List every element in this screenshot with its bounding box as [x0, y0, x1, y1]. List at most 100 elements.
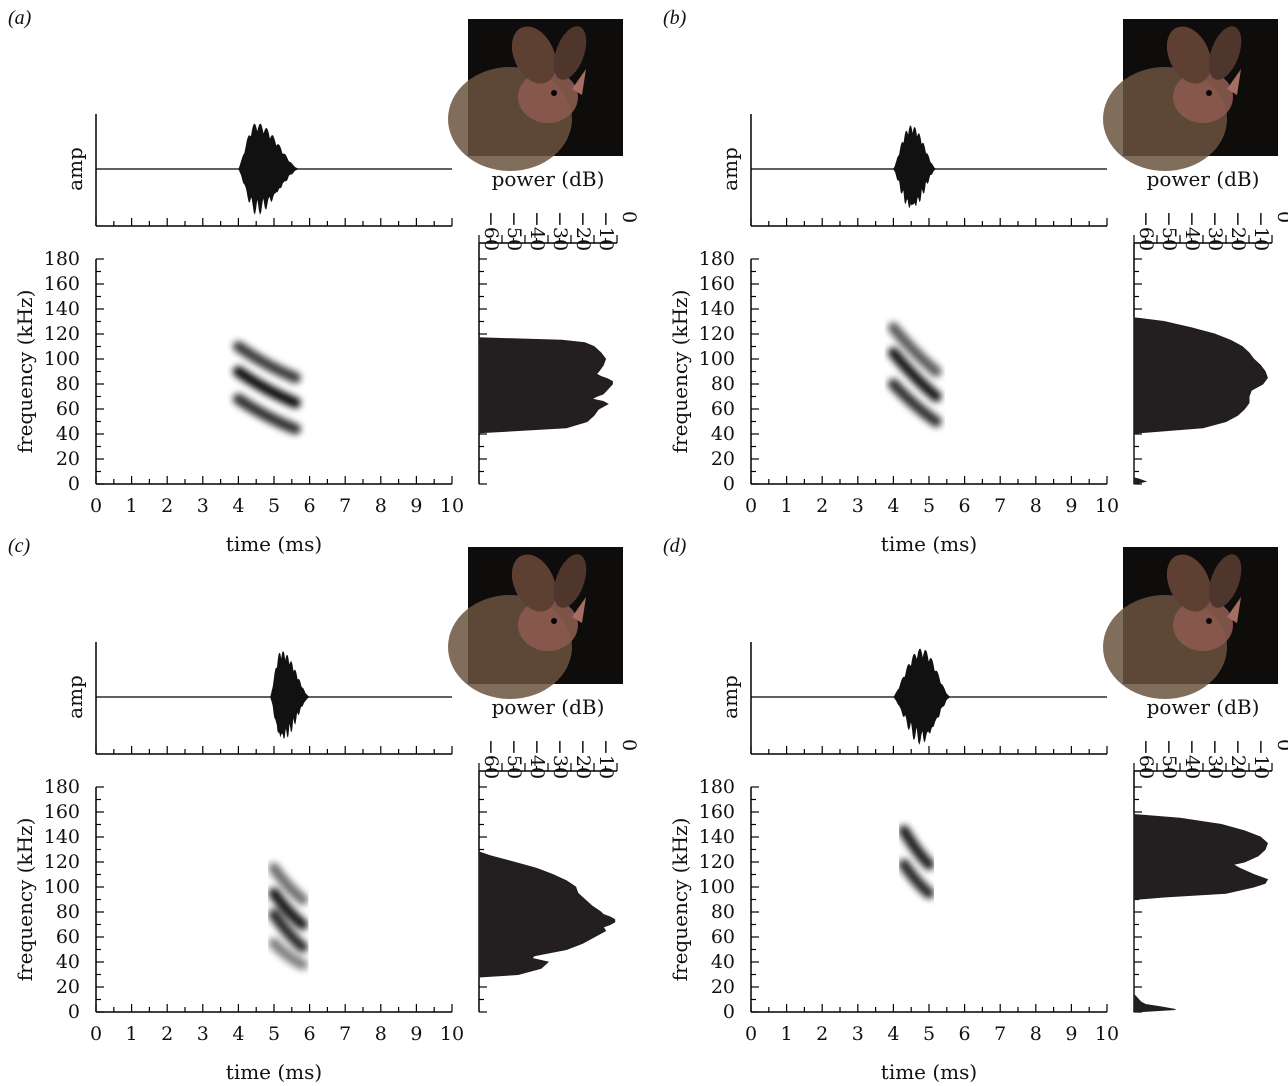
time-tick-label: 8: [1030, 495, 1042, 517]
time-tick-label: 2: [161, 1023, 173, 1045]
time-tick-label: 4: [232, 1023, 244, 1045]
power-tick-label: 0: [1273, 739, 1288, 751]
waveform-plot: amp: [718, 114, 1108, 227]
time-tick-label: 5: [268, 495, 280, 517]
power-spectrum-area: [1133, 813, 1269, 1013]
power-tick-label: 0: [1273, 211, 1288, 223]
frequency-tick-label: 100: [44, 876, 80, 898]
bat-eye: [1206, 618, 1212, 624]
frequency-tick-label: 40: [711, 951, 735, 973]
frequency-tick-label: 40: [56, 951, 80, 973]
bat-eye: [551, 90, 557, 96]
time-tick-label: 6: [959, 495, 971, 517]
bat-ear-left: [1166, 26, 1212, 84]
power-tick-label: −60: [480, 211, 502, 251]
time-tick-label: 1: [781, 1023, 793, 1045]
time-tick-label: 1: [126, 495, 138, 517]
time-tick-label: 5: [923, 495, 935, 517]
frequency-tick-label: 20: [711, 976, 735, 998]
power-tick-label: −20: [1227, 211, 1249, 251]
power-tick-label: 0: [618, 211, 640, 223]
time-tick-label: 7: [994, 495, 1006, 517]
panel-b: (b) amp 0 1 2 3 4 5 6 7 8 9 10 time (ms) 0 20 40 60 80 100 1…: [663, 7, 1288, 556]
waveform-plot: amp: [63, 642, 453, 755]
time-tick-label: 5: [923, 1023, 935, 1045]
amp-label: amp: [718, 147, 742, 191]
panel-letter: (a): [8, 7, 32, 29]
frequency-axis-label: frequency (kHz): [668, 818, 692, 982]
power-spectrum-area: [478, 851, 616, 978]
frequency-tick-label: 120: [699, 323, 735, 345]
panel-letter: (c): [8, 535, 31, 557]
spectrogram-harmonics: [268, 862, 308, 970]
frequency-axis-label: frequency (kHz): [13, 818, 37, 982]
spectrogram-plot: 0 1 2 3 4 5 6 7 8 9 10 time (ms) 0 20 40 60 80 100 120 140 1…: [13, 248, 464, 556]
frequency-tick-label: 180: [699, 776, 735, 798]
harmonic-band: [887, 322, 942, 377]
time-tick-label: 10: [1095, 1023, 1119, 1045]
time-tick-label: 2: [816, 1023, 828, 1045]
frequency-axis-label: frequency (kHz): [668, 290, 692, 454]
frequency-tick-label: 60: [711, 398, 735, 420]
frequency-tick-label: 80: [56, 373, 80, 395]
bat-ear-right: [1208, 26, 1242, 80]
time-tick-label: 4: [232, 495, 244, 517]
time-tick-label: 0: [90, 495, 102, 517]
time-tick-label: 3: [197, 495, 209, 517]
frequency-tick-label: 20: [56, 448, 80, 470]
frequency-tick-label: 60: [711, 926, 735, 948]
bat-eye: [551, 618, 557, 624]
bat-head: [518, 599, 578, 651]
bat-head: [1173, 599, 1233, 651]
frequency-tick-label: 140: [44, 826, 80, 848]
frequency-tick-label: 0: [723, 1001, 735, 1023]
frequency-tick-label: 0: [68, 1001, 80, 1023]
frequency-tick-label: 20: [56, 976, 80, 998]
power-tick-label: −30: [549, 739, 571, 779]
spectrogram-plot: 0 1 2 3 4 5 6 7 8 9 10 time (ms) 0 20 40 60 80 100 120 140 1…: [668, 776, 1119, 1084]
power-tick-label: −30: [1204, 211, 1226, 251]
time-tick-label: 0: [745, 495, 757, 517]
harmonic-band: [268, 937, 308, 970]
time-tick-label: 10: [1095, 495, 1119, 517]
frequency-tick-label: 180: [699, 248, 735, 270]
time-tick-label: 8: [375, 495, 387, 517]
bat-noseleaf: [1227, 69, 1241, 95]
amp-label: amp: [63, 675, 87, 719]
frequency-tick-label: 180: [44, 776, 80, 798]
time-tick-label: 7: [339, 1023, 351, 1045]
frequency-tick-label: 60: [56, 926, 80, 948]
power-spectrum-plot: −60−50−40−30−20−100 power (dB): [1133, 695, 1288, 1013]
panel-letter: (b): [663, 7, 687, 29]
frequency-tick-label: 80: [56, 901, 80, 923]
power-tick-label: −50: [503, 211, 525, 251]
power-spectrum-plot: −60−50−40−30−20−100 power (dB): [1133, 167, 1288, 485]
power-tick-label: −40: [526, 211, 548, 251]
power-tick-label: −40: [526, 739, 548, 779]
spectrogram-harmonics: [232, 341, 301, 435]
bat-ear-right: [553, 26, 587, 80]
bat-noseleaf: [1227, 597, 1241, 623]
time-tick-label: 9: [410, 495, 422, 517]
bat-ear-left: [1166, 554, 1212, 612]
time-tick-label: 2: [816, 495, 828, 517]
frequency-tick-label: 180: [44, 248, 80, 270]
spectrogram-plot: 0 1 2 3 4 5 6 7 8 9 10 time (ms) 0 20 40 60 80 100 120 140 1…: [13, 776, 464, 1084]
time-tick-label: 1: [781, 495, 793, 517]
power-axis-label: power (dB): [492, 167, 605, 191]
harmonic-band: [887, 378, 942, 427]
bat-noseleaf: [572, 69, 586, 95]
waveform-plot: amp: [718, 642, 1108, 755]
frequency-tick-label: 20: [711, 448, 735, 470]
time-tick-label: 3: [197, 1023, 209, 1045]
amp-label: amp: [63, 147, 87, 191]
power-tick-label: −10: [595, 211, 617, 251]
amp-label: amp: [718, 675, 742, 719]
waveform-signal: [892, 648, 952, 745]
time-axis-label: time (ms): [226, 1060, 322, 1084]
power-tick-label: 0: [618, 739, 640, 751]
time-tick-label: 6: [304, 1023, 316, 1045]
power-tick-label: −60: [480, 739, 502, 779]
power-tick-label: −20: [572, 739, 594, 779]
